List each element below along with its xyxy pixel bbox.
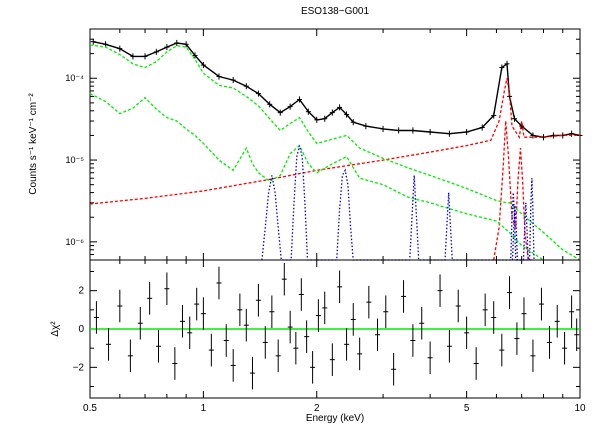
- chart-title: ESO138−G001: [301, 6, 370, 17]
- spectrum-axis-ticks: 10⁻⁶ 10⁻⁵ 10⁻⁴: [65, 28, 581, 261]
- model-component-3: [89, 44, 581, 261]
- model-component-2: [493, 120, 532, 261]
- y-tick-label: 10⁻⁵: [66, 155, 85, 165]
- x-tick-label: 0.5: [83, 403, 97, 414]
- x-axis-label: Energy (keV): [306, 413, 364, 424]
- residual-panel: 0.5 1 2 5 10 −2 0 2 Δχ² Energy (keV): [50, 259, 586, 424]
- x-tick-label: 1: [201, 403, 207, 414]
- model-component-6: [511, 202, 529, 261]
- model-component-1: [89, 78, 580, 205]
- y-tick-label: 10⁻⁶: [66, 237, 85, 247]
- x-tick-label: 2: [314, 403, 320, 414]
- spectrum-y-axis-label: Counts s⁻¹ keV⁻¹ cm⁻²: [28, 93, 39, 195]
- y-tick-label: −2: [73, 362, 85, 373]
- model-component-5: [261, 145, 535, 261]
- model-component-4: [89, 93, 544, 261]
- x-tick-label: 5: [464, 403, 470, 414]
- residual-y-axis-label: Δχ²: [50, 321, 61, 337]
- y-tick-label: 0: [78, 324, 84, 335]
- spectrum-panel: 10⁻⁶ 10⁻⁵ 10⁻⁴ Counts s⁻¹ keV⁻¹ cm⁻²: [28, 28, 583, 261]
- y-tick-label: 2: [78, 286, 84, 297]
- y-tick-label: 10⁻⁴: [65, 73, 84, 83]
- spectrum-series: [89, 38, 583, 261]
- residual-axis-ticks: 0.5 1 2 5 10 −2 0 2: [73, 260, 586, 414]
- residual-series: [90, 262, 580, 390]
- total-model-curve: [93, 41, 581, 138]
- x-tick-label: 10: [574, 403, 586, 414]
